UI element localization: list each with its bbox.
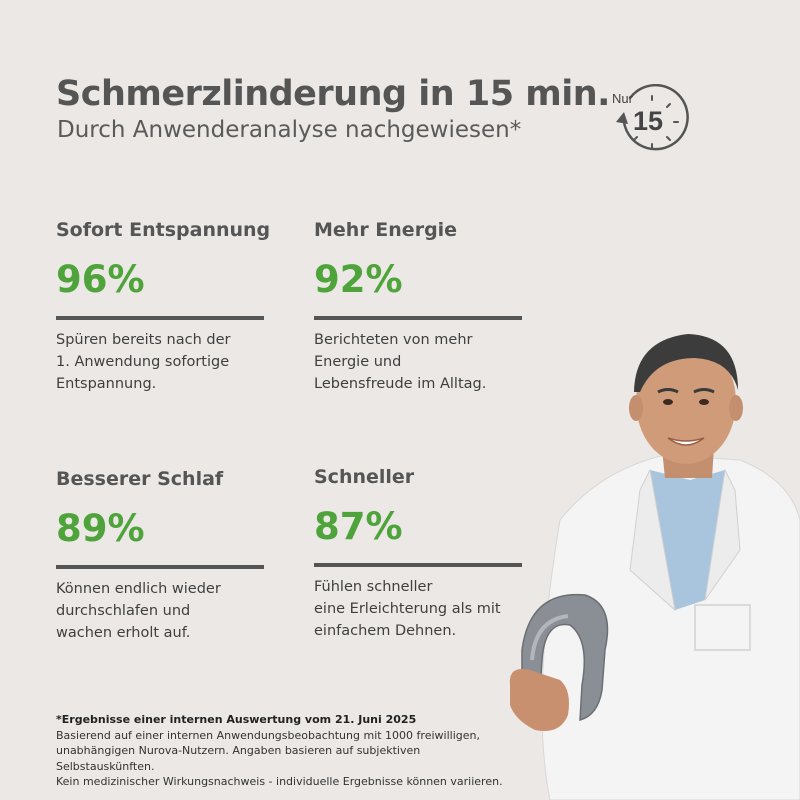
- stopwatch-icon: Nur 15: [612, 84, 689, 151]
- stat-description: Berichteten von mehr Energie und Lebensf…: [314, 332, 487, 392]
- page-title: Schmerzlinderung in 15 min.: [56, 74, 610, 114]
- stat-value: 92%: [314, 258, 403, 301]
- badge-number: 15: [633, 106, 663, 136]
- footnote-line: unabhängigen Nurova-Nutzern. Angaben bas…: [56, 744, 421, 757]
- badge-prefix: Nur: [612, 91, 634, 106]
- stat-sofort-entspannung: Sofort Entspannung 96% Spüren bereits na…: [56, 219, 286, 395]
- stat-description: Können endlich wieder durchschlafen und …: [56, 581, 221, 641]
- stat-value: 87%: [314, 505, 403, 548]
- divider: [56, 316, 264, 320]
- doctor-illustration: [509, 334, 800, 800]
- footnote-line: Basierend auf einer internen Anwendungsb…: [56, 728, 480, 742]
- stat-heading: Besserer Schlaf: [56, 468, 224, 490]
- stat-heading: Mehr Energie: [314, 219, 458, 241]
- divider: [56, 565, 264, 569]
- stat-heading: Sofort Entspannung: [56, 219, 271, 241]
- disclaimer-footnote: *Ergebnisse einer internen Auswertung vo…: [56, 712, 536, 790]
- page-subtitle: Durch Anwenderanalyse nachgewiesen*: [57, 117, 522, 143]
- stat-description: Fühlen schneller eine Erleichterung als …: [314, 579, 501, 639]
- stat-heading: Schneller: [314, 466, 415, 488]
- stat-value: 96%: [56, 258, 145, 301]
- footnote-line: Kein medizinischer Wirkungsnachweis - in…: [56, 775, 503, 788]
- stat-description: Spüren bereits nach der 1. Anwendung sof…: [56, 332, 231, 392]
- stat-schneller: Schneller 87% Fühlen schneller eine Erle…: [314, 466, 544, 642]
- stat-mehr-energie: Mehr Energie 92% Berichteten von mehr En…: [314, 219, 544, 395]
- stat-besserer-schlaf: Besserer Schlaf 89% Können endlich wiede…: [56, 468, 286, 644]
- divider: [314, 563, 522, 567]
- stat-value: 89%: [56, 507, 145, 550]
- footnote-heading: *Ergebnisse einer internen Auswertung vo…: [56, 713, 417, 726]
- footnote-line: Selbstauskünften.: [56, 759, 155, 773]
- divider: [314, 316, 522, 320]
